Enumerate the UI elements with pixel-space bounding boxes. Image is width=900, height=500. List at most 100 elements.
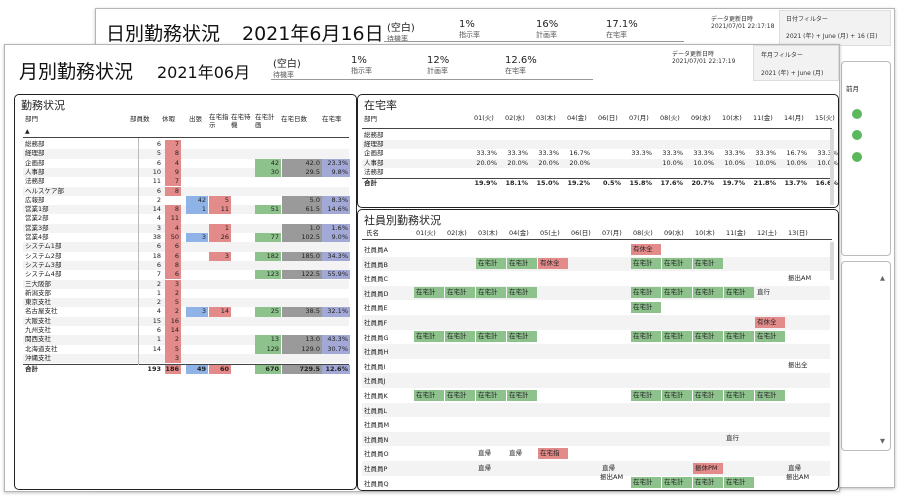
status-block[interactable]: 在宅計	[631, 389, 661, 401]
status-block[interactable]: 在宅計	[631, 287, 661, 299]
day-header[interactable]: 06(日)	[598, 114, 618, 122]
col-ritsu[interactable]: 在宅率	[322, 115, 342, 123]
table-row[interactable]: 三大阪部 2 3	[15, 279, 355, 289]
status-block[interactable]: 在宅計	[724, 287, 754, 299]
status-block[interactable]: 在宅計	[755, 331, 785, 343]
status-block[interactable]: 在宅計	[507, 258, 537, 270]
table-row[interactable]: 名古屋支社 4 2 3 14 25 38.5 32.1%	[15, 307, 355, 317]
col-taiki[interactable]: 在宅待機	[231, 113, 251, 129]
table-row[interactable]: システム1部 6 6	[15, 242, 355, 252]
month-filter-value[interactable]: 2021 (年) + June (月)	[761, 70, 824, 77]
status-block[interactable]: 在宅計	[662, 258, 692, 270]
table-row[interactable]: 営業1部 14 8 1 11 51 61.5 14.6%	[15, 205, 355, 215]
table-row[interactable]: 総務部	[358, 131, 838, 140]
status-block[interactable]: 在宅計	[662, 477, 692, 489]
day-header[interactable]: 08(火)	[660, 114, 680, 122]
day-header[interactable]: 08(火)	[633, 229, 653, 237]
status-block[interactable]: 在宅計	[724, 389, 754, 401]
status-block[interactable]: 在宅計	[693, 389, 723, 401]
table-row[interactable]: システム4部 7 6 123 122.5 55.9%	[15, 270, 355, 280]
status-block[interactable]: 在宅計	[662, 287, 692, 299]
status-block[interactable]: 振出全	[788, 361, 808, 370]
table-row[interactable]: 経理部 5 8	[15, 149, 355, 159]
status-block[interactable]: 在宅計	[631, 258, 661, 270]
status-block[interactable]: 在宅計	[476, 287, 506, 299]
col-name[interactable]: 氏名	[366, 229, 379, 237]
day-header[interactable]: 10(木)	[722, 114, 742, 122]
status-block[interactable]: 振出AM	[788, 273, 812, 282]
status-block[interactable]: 在宅計	[662, 331, 692, 343]
col-shiji[interactable]: 在宅指示	[209, 113, 229, 129]
table-row[interactable]: 人事部 20.0% 20.0% 20.0% 20.0% 10.0% 10.0% 10.0% 10…	[358, 159, 838, 168]
col-members[interactable]: 部員数	[130, 115, 150, 123]
col-kyuka[interactable]: 休暇	[162, 115, 175, 123]
table-row[interactable]: 関西支社 1 2 13 13.0 43.3%	[15, 335, 355, 345]
day-header[interactable]: 04(金)	[509, 229, 529, 237]
status-block[interactable]: 直帰	[509, 448, 522, 457]
status-block[interactable]: 有休全	[755, 316, 785, 328]
status-block[interactable]: 直帰	[478, 463, 491, 472]
status-block[interactable]: 在宅計	[445, 287, 475, 299]
table-row[interactable]: 企画部 33.3% 33.3% 33.3% 16.7% 33.3% 33.3% 33.3% 33…	[358, 149, 838, 158]
day-header[interactable]: 03(木)	[478, 229, 498, 237]
status-block[interactable]: 在宅計	[414, 389, 444, 401]
table-row[interactable]: システム2部 18 6 3 182 185.0 34.3%	[15, 251, 355, 261]
day-header[interactable]: 02(水)	[447, 229, 467, 237]
day-header[interactable]: 01(火)	[416, 229, 436, 237]
status-block[interactable]: 在宅計	[662, 389, 692, 401]
status-block[interactable]: 在宅計	[693, 477, 723, 489]
status-block[interactable]: 在宅計	[414, 331, 444, 343]
status-block[interactable]: 在宅計	[631, 477, 661, 489]
day-header[interactable]: 11(金)	[726, 229, 746, 237]
status-block[interactable]: 在宅計	[476, 331, 506, 343]
table-row[interactable]: 人事部 10 9 30 29.5 9.8%	[15, 167, 355, 178]
day-header[interactable]: 02(水)	[505, 114, 525, 122]
table-row[interactable]: 東京支社 2 5	[15, 298, 355, 308]
status-block[interactable]: 在宅計	[507, 389, 537, 401]
day-header[interactable]: 07(月)	[629, 114, 649, 122]
table-row[interactable]: 営業3部 3 4 1 1.0 1.6%	[15, 223, 355, 233]
status-block[interactable]: 有休全	[538, 258, 568, 270]
table-row[interactable]: 企画部 6 4 42 42.0 23.3%	[15, 158, 355, 168]
status-block[interactable]: 直帰	[788, 463, 801, 472]
status-block[interactable]: 直行	[757, 288, 770, 297]
col-keikaku[interactable]: 在宅計画	[255, 113, 275, 129]
day-header[interactable]: 09(水)	[691, 114, 711, 122]
col-shutcho[interactable]: 出張	[189, 115, 202, 123]
day-header[interactable]: 04(金)	[567, 114, 587, 122]
status-block[interactable]: 在宅計	[693, 331, 723, 343]
status-block[interactable]: 在宅計	[476, 258, 506, 270]
table-row[interactable]: 経理部	[358, 140, 838, 149]
shain-scrollbar[interactable]	[830, 242, 834, 280]
status-block[interactable]: 在宅計	[507, 331, 537, 343]
table-row[interactable]: 営業4部 38 50 3 26 77 102.5 9.0%	[15, 233, 355, 243]
status-block[interactable]: 在宅計	[693, 287, 723, 299]
day-header[interactable]: 06(日)	[571, 229, 591, 237]
day-header[interactable]: 07(月)	[602, 229, 622, 237]
table-row[interactable]: 新潟支部 1 2	[15, 288, 355, 299]
status-block[interactable]: 直帰	[478, 448, 491, 457]
day-header[interactable]: 14(月)	[784, 114, 804, 122]
table-row[interactable]: 九州支社 6 14	[15, 326, 355, 336]
day-header[interactable]: 12(土)	[757, 229, 777, 237]
status-block[interactable]: 在宅計	[631, 301, 661, 313]
status-block[interactable]: 振休PM	[693, 462, 723, 474]
table-row[interactable]: ヘルスケア部 6 8	[15, 186, 355, 196]
status-block[interactable]: 在宅計	[631, 331, 661, 343]
table-row[interactable]: 沖縄支社 3	[15, 353, 355, 364]
table-row[interactable]: 総務部 6 7	[15, 140, 355, 150]
table-row[interactable]: 大阪支社 15 16	[15, 316, 355, 326]
table-row[interactable]: 北海道支社 14 5 129 129.0 30.7%	[15, 344, 355, 354]
day-header[interactable]: 05(土)	[540, 229, 560, 237]
status-block[interactable]: 在宅計	[755, 389, 785, 401]
status-block[interactable]: 直行	[726, 434, 739, 443]
status-block[interactable]: 在宅計	[414, 287, 444, 299]
day-header[interactable]: 11(金)	[753, 114, 773, 122]
table-row[interactable]: 法務部 11 7	[15, 177, 355, 187]
col-dept[interactable]: 部門	[25, 115, 38, 123]
day-header[interactable]: 13(日)	[788, 229, 808, 237]
status-block[interactable]: 在宅計	[724, 331, 754, 343]
scroll-down-arrow[interactable]: ▼	[880, 437, 885, 445]
status-block[interactable]: 在宅計	[476, 389, 506, 401]
table-row[interactable]: 広報部 2 42 5 5.0 8.3%	[15, 195, 355, 206]
